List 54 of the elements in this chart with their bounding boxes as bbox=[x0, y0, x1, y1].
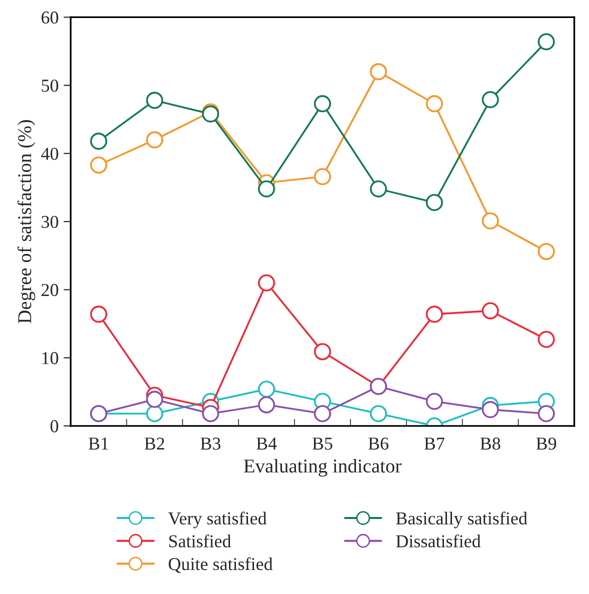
x-tick-label: B4 bbox=[256, 438, 277, 450]
point bbox=[146, 390, 164, 408]
point bbox=[146, 405, 164, 422]
point bbox=[538, 33, 555, 50]
x-tick-label: B3 bbox=[200, 438, 220, 450]
legend-label: Very satisfied bbox=[168, 512, 267, 528]
point bbox=[370, 180, 387, 198]
x-tick-label: B6 bbox=[368, 438, 388, 450]
point bbox=[314, 343, 332, 360]
point bbox=[146, 92, 164, 109]
point bbox=[482, 302, 499, 320]
x-tick-label: B1 bbox=[88, 438, 108, 450]
point bbox=[426, 194, 443, 212]
point bbox=[426, 392, 443, 410]
point bbox=[370, 405, 387, 422]
point bbox=[146, 131, 164, 148]
legend-label: Dissatisfied bbox=[396, 534, 481, 548]
point bbox=[426, 306, 443, 323]
y-tick-label: 30 bbox=[42, 216, 58, 228]
y-tick-label: 50 bbox=[42, 80, 58, 92]
point bbox=[202, 405, 220, 422]
point bbox=[314, 95, 332, 112]
point bbox=[538, 405, 555, 422]
point bbox=[538, 330, 555, 348]
x-tick-label: B9 bbox=[536, 438, 556, 450]
y-tick-label: 0 bbox=[50, 420, 58, 432]
y-tick-label: 40 bbox=[41, 148, 58, 160]
y-tick-label: 60 bbox=[42, 11, 58, 24]
x-tick-label: B5 bbox=[312, 438, 332, 450]
legend-label: Quite satisfied bbox=[168, 557, 273, 573]
x-tick-label: B2 bbox=[144, 438, 164, 450]
point bbox=[258, 274, 276, 292]
y-tick-label: 10 bbox=[42, 352, 58, 364]
point bbox=[314, 168, 332, 186]
point bbox=[314, 405, 332, 422]
point bbox=[482, 401, 499, 418]
point bbox=[90, 132, 108, 150]
point bbox=[258, 180, 276, 198]
legend-label: Satisfied bbox=[169, 534, 231, 548]
y-axis-title: Degree of satisfaction (%) bbox=[17, 120, 36, 324]
point bbox=[370, 63, 387, 80]
x-tick-label: B8 bbox=[480, 438, 500, 450]
point bbox=[90, 306, 108, 323]
point bbox=[482, 212, 499, 230]
y-tick-label: 20 bbox=[42, 284, 58, 296]
point bbox=[426, 95, 443, 112]
legend-label: Basically satisfied bbox=[396, 512, 528, 528]
point bbox=[482, 91, 499, 108]
point bbox=[90, 156, 108, 174]
point bbox=[538, 242, 555, 260]
point bbox=[258, 396, 276, 414]
x-tick-label: B7 bbox=[424, 438, 444, 450]
x-axis-title: Evaluating indicator bbox=[244, 458, 402, 477]
point bbox=[258, 380, 276, 398]
